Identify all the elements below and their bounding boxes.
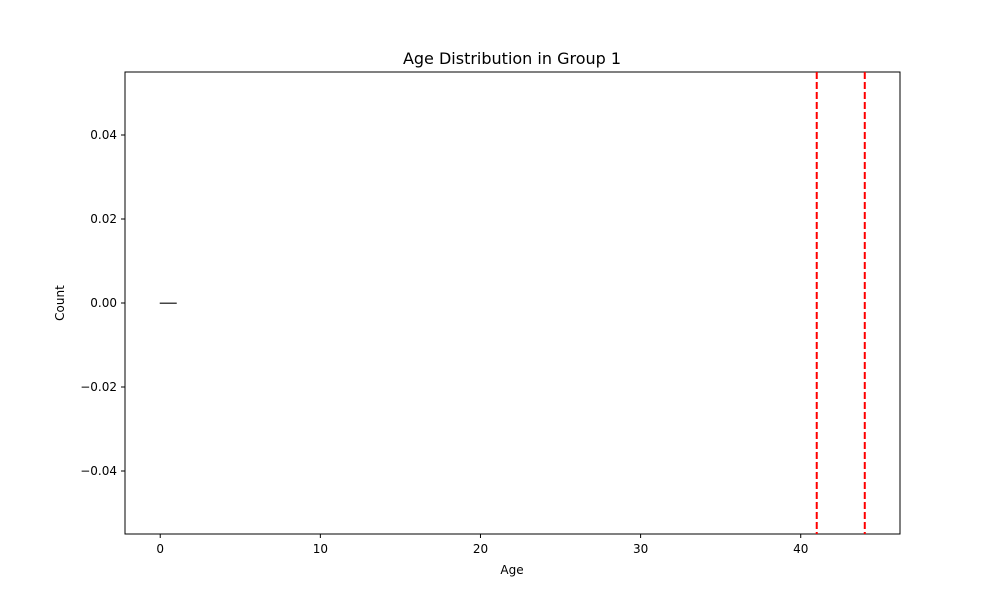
y-axis-ticks: −0.04 −0.02 0.00 0.02 0.04	[80, 128, 125, 478]
x-tick-label: 40	[793, 542, 808, 556]
x-axis-ticks: 0 10 20 30 40	[156, 534, 808, 556]
histogram-bar	[159, 302, 177, 304]
x-tick-label: 30	[633, 542, 648, 556]
y-axis-label: Count	[53, 285, 67, 321]
chart-title: Age Distribution in Group 1	[403, 49, 621, 68]
y-tick-label: 0.02	[90, 212, 117, 226]
x-tick-label: 10	[313, 542, 328, 556]
reference-lines-group	[815, 72, 866, 534]
x-tick-label: 0	[156, 542, 164, 556]
x-tick-label: 20	[473, 542, 488, 556]
y-tick-label: −0.04	[80, 464, 117, 478]
bars-group	[159, 302, 177, 304]
y-tick-label: 0.00	[90, 296, 117, 310]
x-axis-label: Age	[500, 563, 523, 577]
y-tick-label: 0.04	[90, 128, 117, 142]
y-tick-label: −0.02	[80, 380, 117, 394]
plot-area-frame	[124, 71, 901, 535]
